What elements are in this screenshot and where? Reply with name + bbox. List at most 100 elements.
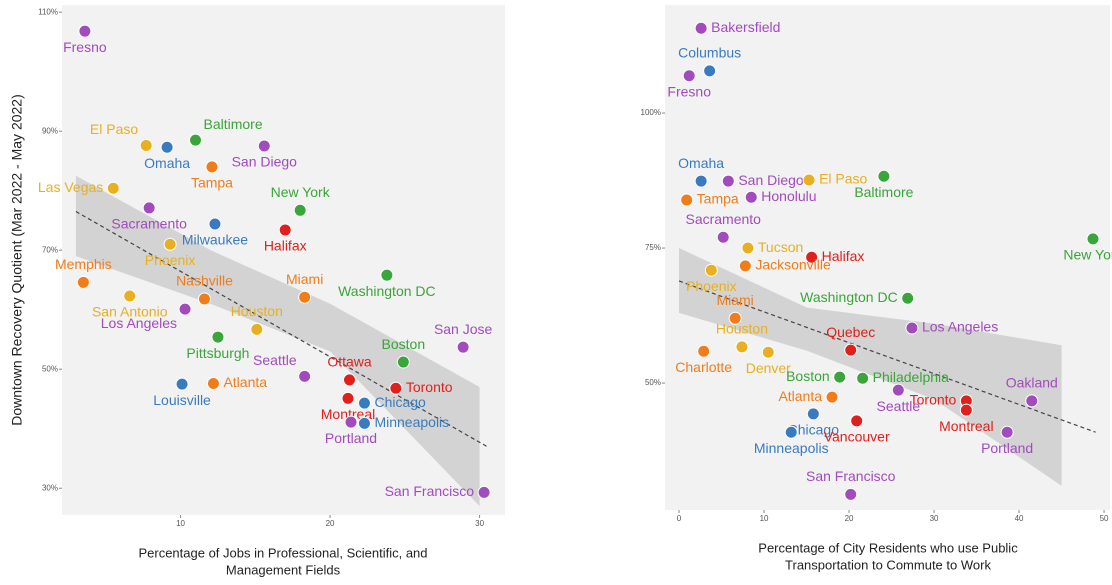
- point: [805, 250, 819, 264]
- x-axis-title: Management Fields: [226, 562, 341, 577]
- point: [959, 403, 973, 417]
- point: [761, 345, 775, 359]
- x-axis-title: Transportation to Commute to Work: [785, 557, 991, 572]
- point-label: Minneapolis: [374, 414, 449, 430]
- point: [344, 415, 358, 429]
- point-label: Memphis: [55, 256, 112, 272]
- point-label: Seattle: [253, 352, 297, 368]
- point: [78, 24, 92, 38]
- point: [298, 290, 312, 304]
- point-label: Louisville: [153, 392, 211, 408]
- point: [901, 291, 915, 305]
- x-tick-label: 20: [326, 519, 335, 528]
- point: [703, 64, 717, 78]
- point-label: Los Angeles: [922, 319, 998, 335]
- point-label: Oakland: [1006, 375, 1058, 391]
- point: [341, 391, 355, 405]
- point-label: Portland: [981, 440, 1033, 456]
- x-tick-label: 20: [845, 514, 854, 523]
- point-label: Montreal: [939, 418, 993, 434]
- point: [1025, 394, 1039, 408]
- point: [298, 369, 312, 383]
- point: [844, 343, 858, 357]
- point: [477, 485, 491, 499]
- point: [197, 292, 211, 306]
- point: [735, 340, 749, 354]
- point: [389, 381, 403, 395]
- y-tick-label: 30%: [42, 483, 58, 492]
- point: [123, 289, 137, 303]
- point-label: Tampa: [191, 175, 233, 191]
- point-label: Milwaukee: [182, 232, 248, 248]
- point-label: Minneapolis: [754, 440, 829, 456]
- point: [694, 21, 708, 35]
- point-label: Fresno: [667, 83, 711, 99]
- point: [250, 322, 264, 336]
- point: [694, 174, 708, 188]
- point: [357, 416, 371, 430]
- x-tick-label: 30: [475, 519, 484, 528]
- point-label: Toronto: [406, 379, 453, 395]
- point-label: New York: [1063, 247, 1112, 263]
- point: [208, 217, 222, 231]
- point-label: Baltimore: [204, 116, 263, 132]
- point: [806, 407, 820, 421]
- point-label: Chicago: [374, 394, 426, 410]
- point-label: Philadelphia: [873, 369, 949, 385]
- point-label: Washington DC: [800, 289, 898, 305]
- y-tick-label: 75%: [645, 243, 661, 252]
- point: [175, 377, 189, 391]
- point: [744, 190, 758, 204]
- point-label: Pittsburgh: [186, 345, 249, 361]
- point-label: Honolulu: [761, 188, 816, 204]
- point-label: Omaha: [144, 155, 190, 171]
- point: [802, 173, 816, 187]
- point: [278, 223, 292, 237]
- point-label: El Paso: [90, 121, 138, 137]
- point-label: Houston: [231, 303, 283, 319]
- point: [877, 169, 891, 183]
- y-tick-label: 70%: [42, 245, 58, 254]
- point-label: Omaha: [678, 155, 724, 171]
- point-label: Seattle: [877, 398, 921, 414]
- point: [833, 370, 847, 384]
- point: [721, 174, 735, 188]
- point: [456, 340, 470, 354]
- point-label: San Diego: [738, 172, 804, 188]
- point-label: San Francisco: [385, 483, 475, 499]
- point-label: Ottawa: [327, 354, 372, 370]
- point-label: Phoenix: [145, 252, 196, 268]
- point-label: Sacramento: [111, 216, 187, 232]
- x-axis-title: Percentage of Jobs in Professional, Scie…: [138, 545, 427, 560]
- point: [1086, 232, 1100, 246]
- point-label: New York: [271, 184, 331, 200]
- point-label: San Francisco: [806, 468, 896, 484]
- x-tick-label: 30: [930, 514, 939, 523]
- point-label: Boston: [786, 368, 830, 384]
- point-label: Phoenix: [686, 278, 737, 294]
- point-label: Vancouver: [824, 429, 890, 445]
- point: [728, 311, 742, 325]
- y-tick-label: 90%: [42, 126, 58, 135]
- y-tick-label: 100%: [641, 108, 661, 117]
- point-label: Halifax: [822, 248, 865, 264]
- point: [76, 275, 90, 289]
- point: [716, 230, 730, 244]
- point-label: Tucson: [758, 239, 803, 255]
- point: [205, 160, 219, 174]
- point-label: Baltimore: [854, 184, 913, 200]
- point: [738, 259, 752, 273]
- point-label: Chicago: [788, 422, 840, 438]
- point-label: Jacksonville: [755, 257, 831, 273]
- x-tick-label: 50: [1100, 514, 1109, 523]
- point-label: Tampa: [697, 191, 739, 207]
- point: [293, 203, 307, 217]
- point: [142, 201, 156, 215]
- point: [825, 390, 839, 404]
- point-label: Houston: [716, 321, 768, 337]
- point-label: Atlanta: [223, 374, 267, 390]
- point: [178, 302, 192, 316]
- point: [856, 371, 870, 385]
- trend-line: [678, 280, 1096, 433]
